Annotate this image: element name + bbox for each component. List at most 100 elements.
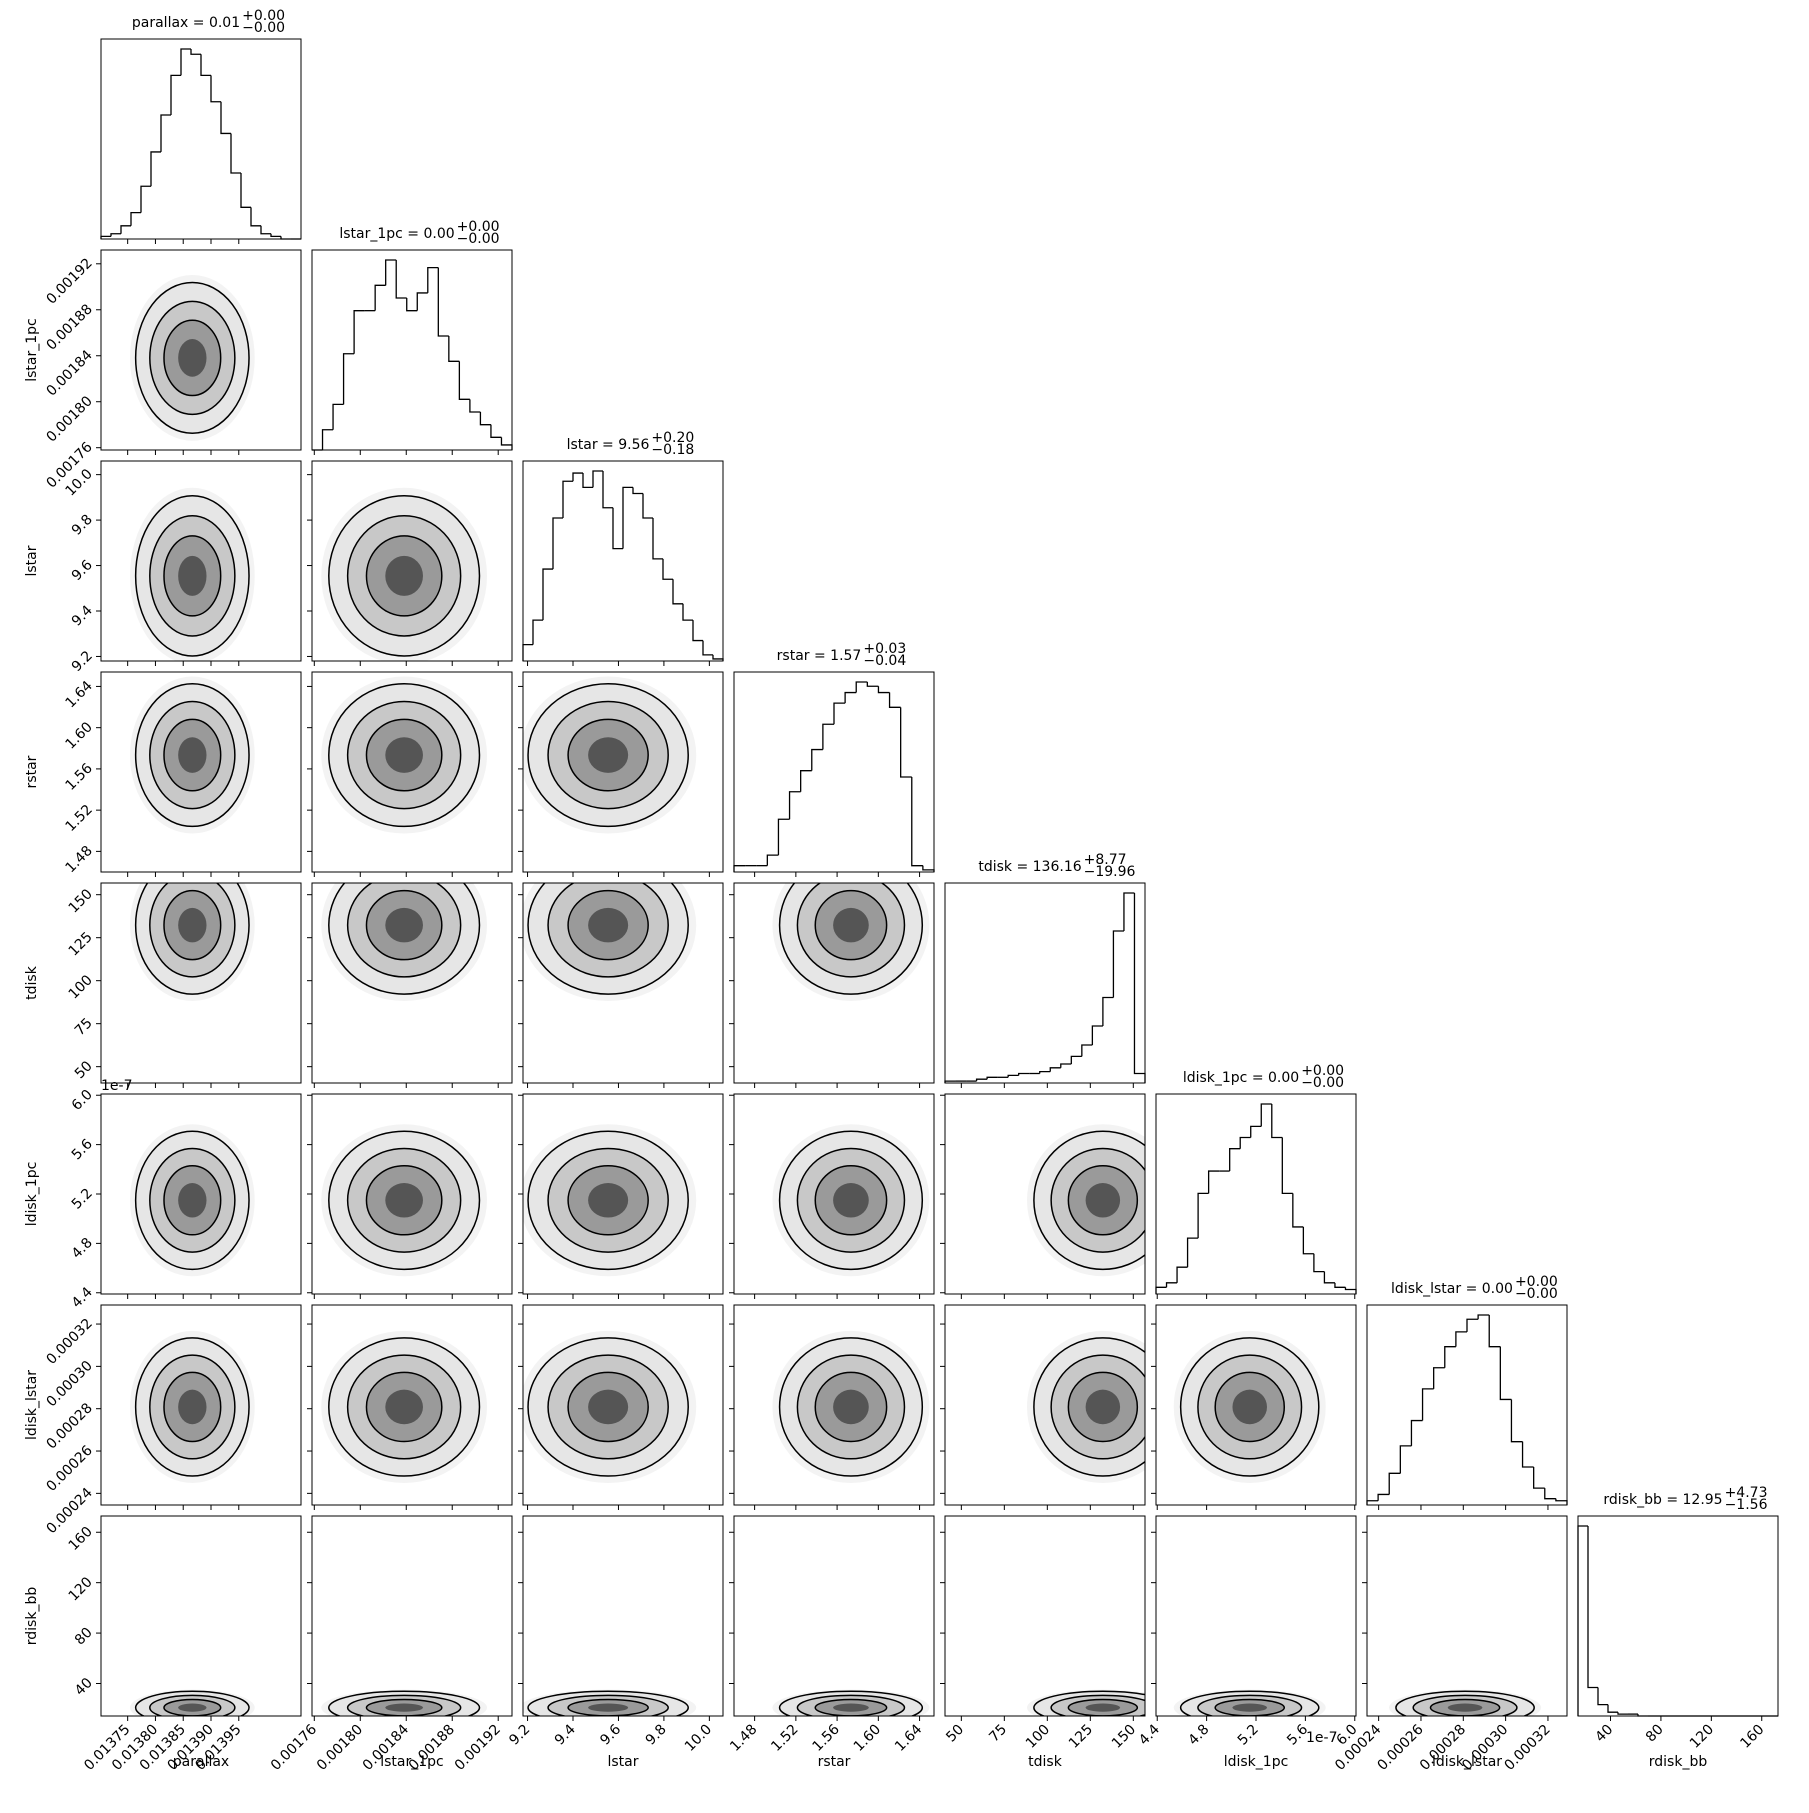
histogram-bin [1334, 1282, 1346, 1288]
histogram-bin [1250, 1125, 1262, 1138]
histogram-bin [1577, 1525, 1588, 1716]
x-tick-label: 9.8 [643, 1722, 670, 1749]
histogram-bin [622, 486, 633, 549]
y-axis-label: rstar [24, 755, 40, 788]
x-tick-label: 120 [1687, 1722, 1717, 1752]
histogram-bin [1070, 1055, 1082, 1064]
panel: 9.2 9.4 9.6 9.8 10.0 [506, 1515, 724, 1755]
histogram-bin [437, 267, 449, 337]
histogram-bin [855, 681, 868, 693]
contour [833, 1703, 869, 1712]
x-tick-label: 9.4 [552, 1721, 579, 1748]
histogram-bin [1477, 1314, 1490, 1320]
histogram-bin [582, 473, 593, 488]
x-axis-label: lstar_1pc [380, 1754, 444, 1770]
x-tick-label: 0.00180 [314, 1722, 366, 1774]
density [523, 1689, 697, 1716]
histogram-bin [170, 74, 181, 115]
title-upper: +0.00 [242, 8, 285, 24]
contour [588, 1183, 629, 1218]
histogram-bin [458, 361, 470, 400]
histogram-bin [1433, 1367, 1445, 1389]
panel-title: lstar_1pc = 0.00 [339, 226, 454, 242]
density [321, 676, 488, 834]
y-axis-label: lstar [24, 545, 40, 576]
title-lower: −0.00 [1515, 1286, 1558, 1302]
x-tick-label: 125 [1066, 1722, 1096, 1752]
x-axis-label: rstar [818, 1754, 851, 1770]
histogram-bin [490, 424, 502, 438]
contour [178, 555, 207, 596]
histogram-bin [1165, 1282, 1178, 1288]
panel [940, 1304, 1146, 1510]
y-tick-label: 5.2 [69, 1186, 96, 1213]
x-tick-label: 5.2 [1235, 1722, 1262, 1749]
density [772, 1124, 930, 1277]
histogram-bin [542, 568, 553, 621]
x-tick-label: 1.52 [768, 1722, 801, 1755]
contour [178, 1183, 207, 1218]
histogram-bin [1399, 1445, 1412, 1474]
histogram-bin [270, 233, 281, 238]
histogram-bin [1544, 1488, 1556, 1500]
contour [178, 737, 207, 773]
panel [518, 1093, 724, 1299]
x-axis-label: rdisk_bb [1649, 1754, 1708, 1770]
y-tick-label: 6.0 [69, 1087, 96, 1114]
panel-frame [100, 1304, 302, 1506]
histogram-bin [260, 225, 271, 235]
histogram-bin [672, 579, 683, 605]
panel [940, 1093, 1146, 1299]
histogram-bin [479, 412, 491, 426]
panel-frame [733, 1093, 935, 1295]
panel: rdisk_bb = 12.95 +4.73−1.56 40 80 120 160 [1577, 1485, 1779, 1752]
panel-frame [100, 1515, 302, 1717]
panel-frame [944, 1515, 1146, 1717]
title-upper: +0.00 [1301, 1063, 1344, 1079]
contour [588, 1703, 629, 1712]
density [523, 1124, 697, 1277]
contour [1232, 1389, 1267, 1425]
panel-frame [1155, 1515, 1357, 1717]
histogram-bin [788, 791, 801, 820]
density [1027, 1689, 1145, 1716]
title-lower: −0.00 [242, 20, 285, 36]
panel [1151, 1304, 1357, 1510]
x-tick-label: 10.0 [682, 1722, 715, 1755]
histogram-bin [240, 173, 251, 208]
contour [1085, 1389, 1121, 1425]
histogram-bin [682, 603, 693, 621]
density [129, 1124, 255, 1277]
contour [178, 1703, 207, 1712]
density [321, 883, 487, 1001]
histogram-bin [1292, 1193, 1304, 1228]
density [129, 487, 255, 661]
panel-frame [733, 882, 935, 1084]
histogram-bin [975, 1078, 988, 1082]
y-tick-label: 100 [66, 972, 96, 1002]
histogram-bin [1313, 1253, 1325, 1273]
histogram-bin [150, 151, 161, 187]
panel-frame [733, 671, 935, 873]
histogram-bin [642, 493, 653, 519]
title-lower: −1.56 [1725, 1497, 1768, 1513]
histogram-bin [1466, 1318, 1479, 1332]
panel-frame [100, 38, 302, 240]
histogram-bin [1123, 892, 1135, 931]
y-tick-label: 9.8 [69, 512, 96, 539]
y-tick-label: 80 [72, 1625, 96, 1649]
contour [588, 907, 629, 943]
y-tick-label: 0.00184 [44, 347, 96, 399]
contour [385, 1183, 423, 1218]
histogram-bin [416, 292, 428, 311]
histogram-bin [1112, 930, 1124, 998]
histogram-bin [986, 1076, 998, 1080]
panel-frame [100, 1093, 302, 1295]
histogram-bin [448, 336, 460, 362]
panel: ldisk_1pc = 0.00 +0.00−0.00 [1155, 1063, 1357, 1299]
x-tick-label: 1.60 [851, 1722, 884, 1755]
histogram-bin [406, 298, 418, 312]
histogram-bin [662, 558, 673, 580]
